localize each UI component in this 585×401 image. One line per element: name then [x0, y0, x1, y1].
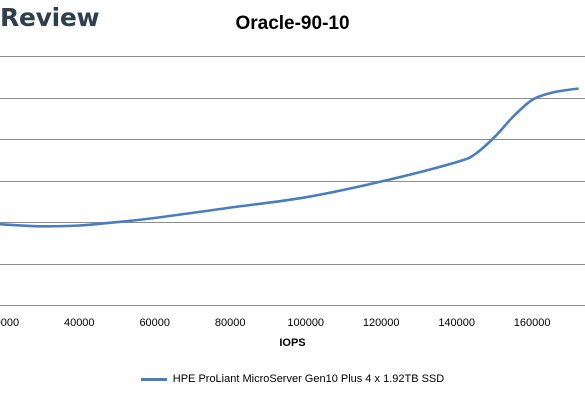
review-logo: Review	[0, 3, 100, 32]
x-tick-label: 140000	[438, 317, 475, 329]
x-tick-label: 100000	[287, 317, 324, 329]
series-line	[0, 87, 579, 228]
x-tick-label: 160000	[514, 317, 551, 329]
chart-title: Oracle-90-10	[235, 13, 350, 34]
x-tick-label: 20000	[0, 317, 19, 329]
legend-label: HPE ProLiant MicroServer Gen10 Plus 4 x …	[172, 373, 445, 385]
legend: HPE ProLiant MicroServer Gen10 Plus 4 x …	[0, 373, 585, 385]
x-tick-label: 40000	[64, 317, 95, 329]
x-axis-label: IOPS	[279, 337, 306, 349]
x-tick-label: 120000	[363, 317, 400, 329]
legend-swatch	[140, 377, 167, 381]
x-tick-label: 80000	[215, 317, 246, 329]
x-tick-label: 60000	[139, 317, 170, 329]
